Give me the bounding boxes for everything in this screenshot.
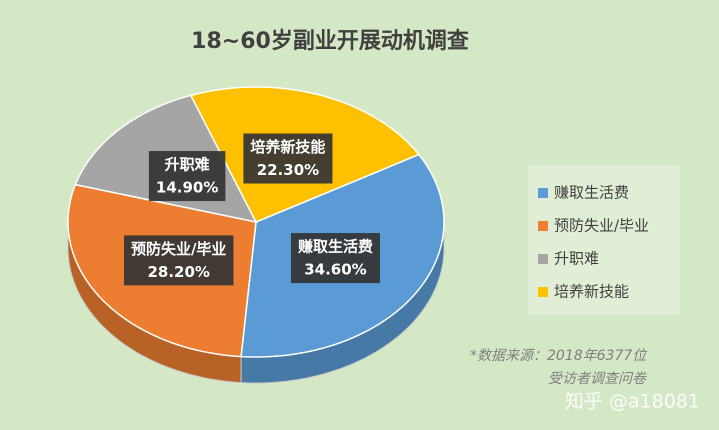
legend-swatch bbox=[538, 221, 548, 231]
data-label-box bbox=[123, 235, 234, 286]
data-label: 14.90% bbox=[156, 179, 218, 197]
data-label-box bbox=[290, 233, 380, 284]
data-label: 34.60% bbox=[304, 261, 366, 279]
legend-swatch bbox=[538, 188, 548, 198]
data-label: 22.30% bbox=[257, 161, 319, 179]
source-note: 受访者调查问卷 bbox=[548, 371, 647, 387]
legend-label: 预防失业/毕业 bbox=[554, 217, 649, 235]
chart-title: 18~60岁副业开展动机调查 bbox=[191, 28, 469, 54]
data-label-category: 预防失业/毕业 bbox=[131, 240, 226, 258]
legend-swatch bbox=[538, 254, 548, 264]
legend-swatch bbox=[538, 287, 548, 297]
legend-label: 升职难 bbox=[554, 250, 599, 268]
data-label-box bbox=[243, 133, 333, 184]
legend-label: 赚取生活费 bbox=[554, 184, 629, 202]
legend-label: 培养新技能 bbox=[554, 283, 629, 301]
watermark: 知乎 @a18081 bbox=[565, 391, 700, 413]
data-label-category: 赚取生活费 bbox=[297, 238, 373, 256]
source-note: *数据来源：2018年6377位 bbox=[470, 348, 648, 364]
data-label-box bbox=[148, 151, 226, 202]
data-label: 28.20% bbox=[147, 263, 209, 281]
data-label-category: 升职难 bbox=[165, 156, 210, 174]
legend-box bbox=[528, 165, 680, 315]
data-label-category: 培养新技能 bbox=[250, 138, 325, 156]
